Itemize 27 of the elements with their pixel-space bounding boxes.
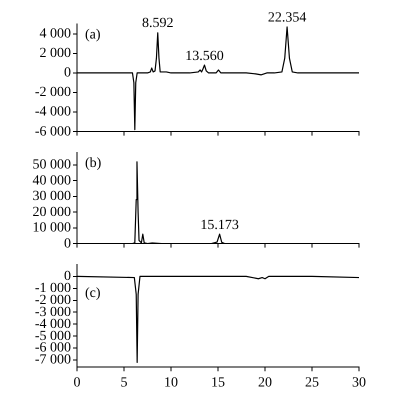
y-tick-label: 30 000 bbox=[32, 189, 71, 204]
y-tick-label: -7 000 bbox=[34, 352, 71, 368]
y-tick-label: 0 bbox=[64, 66, 71, 81]
y-tick-label: 10 000 bbox=[32, 220, 71, 236]
x-tick-label: 25 bbox=[305, 375, 319, 390]
annotation: 22.354 bbox=[268, 10, 306, 26]
y-tick-label: 50 000 bbox=[32, 158, 71, 173]
y-tick-label: 4 000 bbox=[40, 26, 71, 42]
annotation: 13.560 bbox=[185, 48, 224, 64]
annotation: (b) bbox=[85, 156, 102, 172]
annotation: 8.592 bbox=[142, 16, 174, 31]
y-tick-label: -6 000 bbox=[34, 124, 71, 140]
y-tick-label: -4 000 bbox=[34, 104, 71, 120]
y-tick-label: 20 000 bbox=[32, 204, 71, 220]
y-tick-label: 40 000 bbox=[32, 173, 71, 188]
x-tick-label: 0 bbox=[74, 375, 80, 390]
x-tick-label: 5 bbox=[120, 375, 128, 390]
x-tick-label: 20 bbox=[258, 375, 272, 390]
annotation: 15.173 bbox=[200, 218, 239, 233]
x-tick-label: 10 bbox=[164, 375, 178, 390]
x-tick-label: 30 bbox=[352, 375, 366, 390]
y-tick-label: -2 000 bbox=[34, 85, 71, 100]
annotation: (a) bbox=[85, 28, 101, 43]
y-tick-label: 2 000 bbox=[40, 46, 71, 62]
x-tick-label: 15 bbox=[211, 375, 225, 390]
y-tick-label: 0 bbox=[64, 236, 71, 252]
annotation: (c) bbox=[85, 286, 101, 302]
